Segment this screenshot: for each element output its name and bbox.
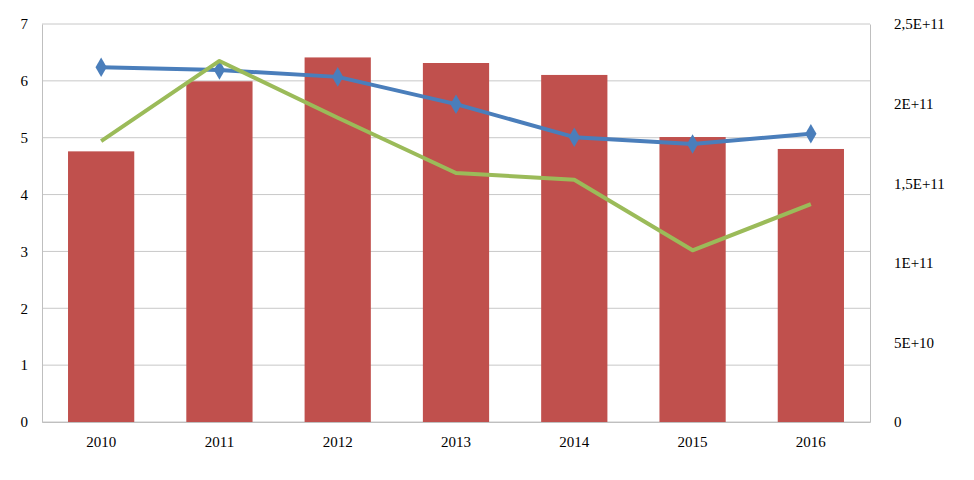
tick: 2013	[441, 422, 471, 450]
bar	[659, 137, 725, 422]
marker	[332, 67, 343, 87]
tick-label: 3	[21, 244, 29, 260]
marker	[569, 127, 580, 147]
chart: 0 1 2 3 4 5 6 7 0 5E+10 1E+11 1,5E+11 2E+11 2,5E+11 20…	[0, 0, 974, 480]
tick: 5E+10	[870, 335, 934, 351]
tick-label: 2013	[441, 434, 471, 450]
bar	[541, 75, 607, 422]
axis-line	[42, 25, 43, 423]
tick-label: 2	[21, 301, 29, 317]
tick: 3	[21, 244, 43, 260]
tick: 0	[21, 414, 43, 430]
marker	[687, 134, 698, 154]
bar	[423, 63, 489, 422]
tick: 2010	[86, 422, 116, 450]
grid-line	[42, 24, 870, 25]
marker	[96, 57, 107, 77]
tick: 2015	[678, 422, 708, 450]
marks	[68, 57, 844, 422]
axis: 0 1 2 3 4 5 6 7	[21, 16, 43, 430]
tick-label: 2012	[323, 434, 353, 450]
axis-line	[43, 422, 871, 423]
plot: 0 1 2 3 4 5 6 7 0 5E+10 1E+11 1,5E+11 2E+11 2,5E+11 20…	[21, 16, 945, 449]
tick: 7	[21, 16, 43, 32]
line	[101, 67, 811, 144]
bar-series	[68, 57, 844, 422]
tick-label: 5E+10	[894, 335, 934, 351]
tick: 1E+11	[870, 255, 934, 271]
tick-label: 1	[21, 357, 29, 373]
tick: 0	[870, 414, 902, 430]
marker	[805, 124, 816, 144]
tick-label: 2,5E+11	[894, 16, 945, 32]
tick-label: 2014	[559, 434, 590, 450]
tick-label: 1E+11	[894, 255, 934, 271]
tick: 4	[21, 187, 43, 203]
grid	[42, 24, 870, 422]
tick: 1	[21, 357, 43, 373]
tick-label: 2016	[796, 434, 827, 450]
tick: 5	[21, 130, 43, 146]
tick: 1,5E+11	[870, 176, 945, 192]
tick-label: 7	[21, 16, 29, 32]
marker	[450, 94, 461, 114]
tick: 2011	[205, 422, 234, 450]
tick: 2014	[559, 422, 590, 450]
tick: 2016	[796, 422, 827, 450]
tick: 2012	[323, 422, 353, 450]
tick-label: 2015	[678, 434, 708, 450]
tick-label: 2011	[205, 434, 234, 450]
tick-label: 0	[21, 414, 29, 430]
tick: 2E+11	[870, 96, 934, 112]
tick: 6	[21, 73, 43, 89]
axis: 2010 2011 2012 2013 2014 2015 2016	[43, 422, 871, 450]
bar	[305, 57, 371, 422]
axis-line	[870, 25, 871, 423]
tick-label: 6	[21, 73, 29, 89]
line	[101, 61, 811, 250]
tick-label: 4	[21, 187, 29, 203]
tick: 2	[21, 301, 43, 317]
tick-label: 2010	[86, 434, 116, 450]
tick-label: 1,5E+11	[894, 176, 945, 192]
tick-label: 0	[894, 414, 902, 430]
bar	[68, 151, 134, 422]
bar	[186, 81, 252, 422]
axis: 0 5E+10 1E+11 1,5E+11 2E+11 2,5E+11	[870, 16, 945, 430]
tick-label: 5	[21, 130, 29, 146]
bar	[778, 149, 844, 422]
tick: 2,5E+11	[870, 16, 945, 32]
tick-label: 2E+11	[894, 96, 934, 112]
